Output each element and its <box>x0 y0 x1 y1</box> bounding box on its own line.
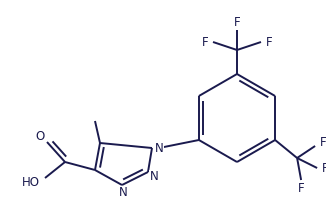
Text: N: N <box>119 187 127 200</box>
Text: F: F <box>298 181 304 194</box>
Text: F: F <box>202 35 208 49</box>
Text: F: F <box>320 136 326 149</box>
Text: F: F <box>266 35 272 49</box>
Text: F: F <box>322 162 326 174</box>
Text: O: O <box>36 131 45 144</box>
Text: F: F <box>234 17 240 30</box>
Text: HO: HO <box>22 177 40 190</box>
Text: N: N <box>155 142 163 155</box>
Text: N: N <box>150 170 158 183</box>
